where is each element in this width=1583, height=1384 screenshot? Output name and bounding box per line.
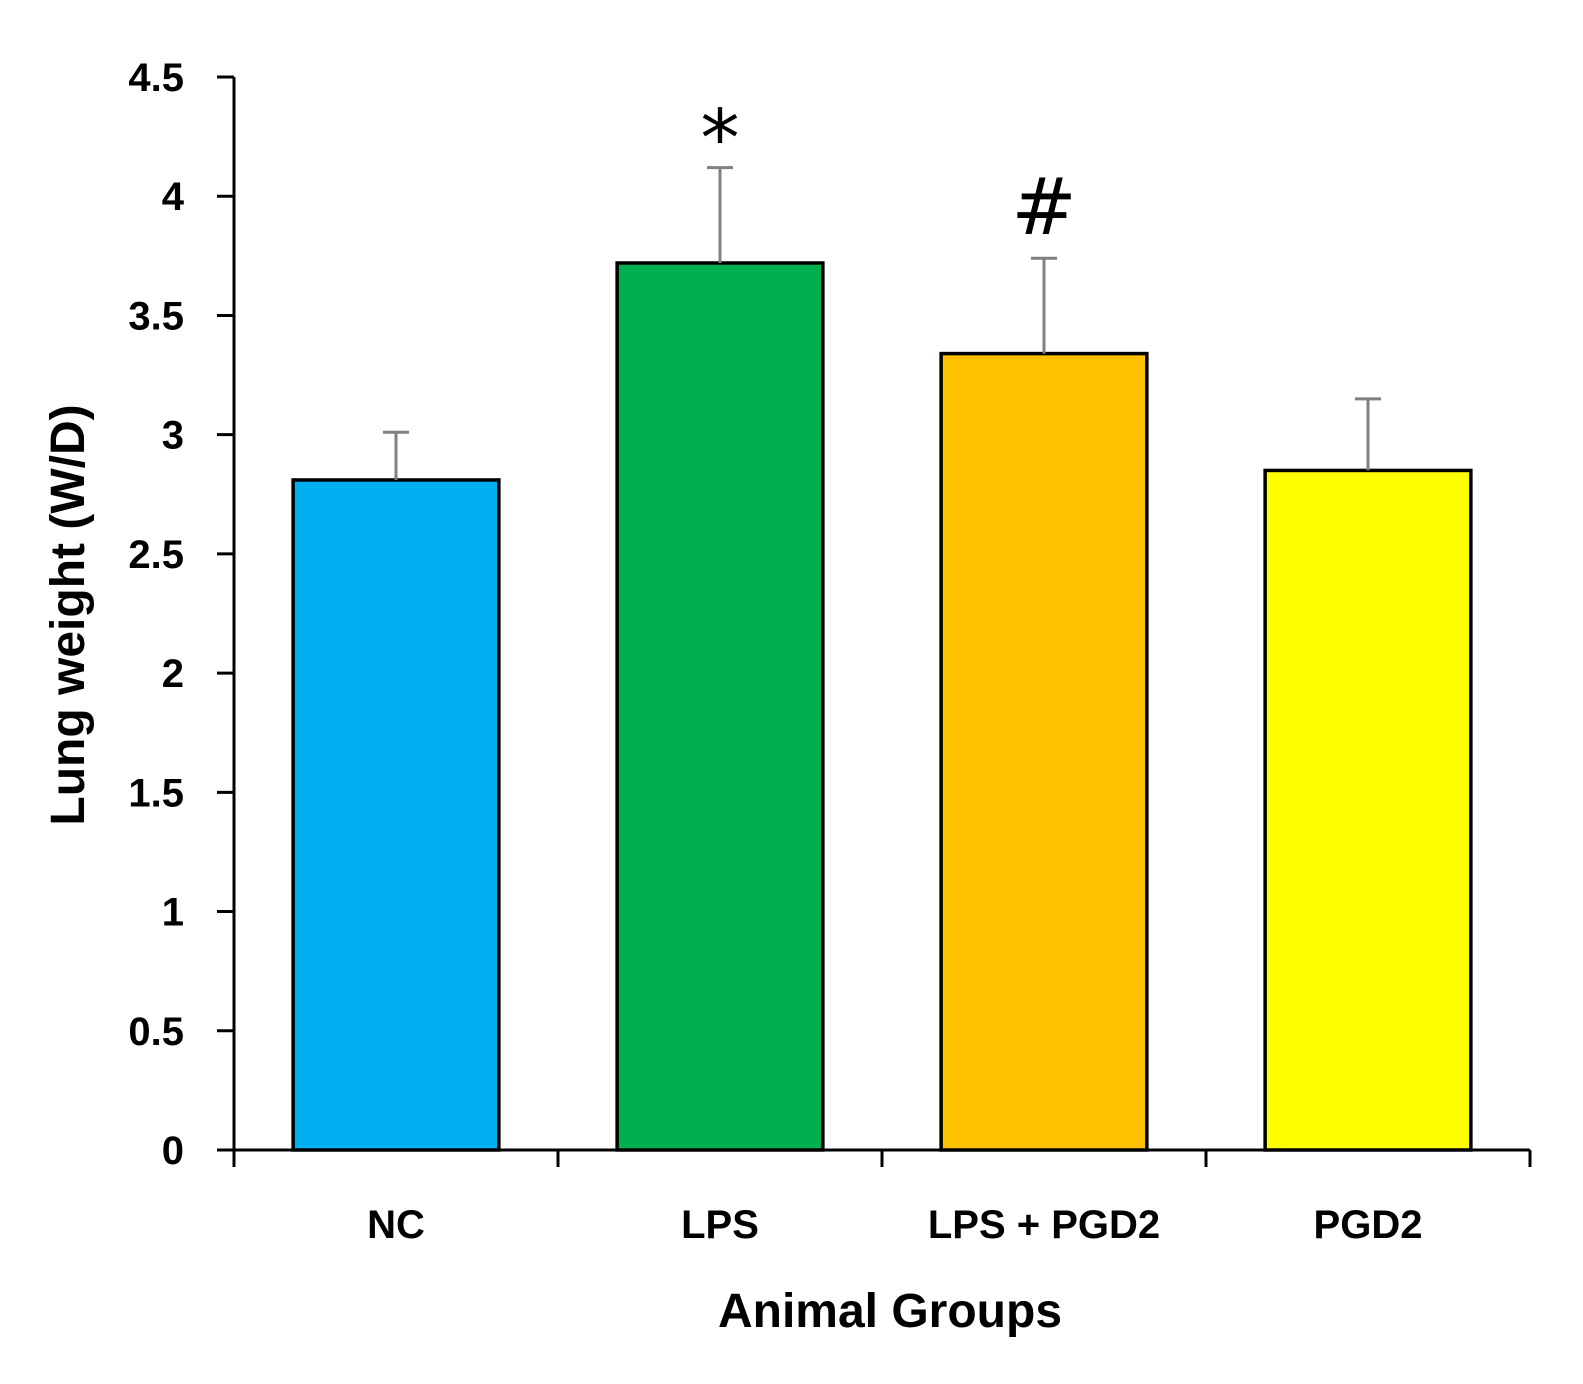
x-tick-label: LPS xyxy=(681,1203,759,1247)
significance-marker: * xyxy=(701,95,740,185)
y-tick-label: 1 xyxy=(162,891,184,935)
significance-marker: # xyxy=(1011,163,1076,253)
bar-lps-pgd2 xyxy=(939,351,1149,1152)
y-axis: 0 0.5 1 1.5 2 2.5 3 3.5 4 4.5 xyxy=(128,56,236,1173)
x-axis-title: Animal Groups xyxy=(718,1285,1062,1338)
y-tick-label: 3.5 xyxy=(128,294,184,338)
error-bars xyxy=(383,166,1381,480)
bars xyxy=(291,261,1473,1152)
significance-annotations: *# xyxy=(701,95,1077,254)
y-tick-label: 1.5 xyxy=(128,771,184,815)
y-tick-label: 2.5 xyxy=(128,533,184,577)
y-tick-label: 0.5 xyxy=(128,1010,184,1054)
y-tick-label: 4 xyxy=(162,175,185,219)
y-tick-label: 4.5 xyxy=(128,56,184,100)
bar-lps xyxy=(615,261,825,1152)
x-tick-label: NC xyxy=(367,1203,425,1247)
bar-pgd2 xyxy=(1263,468,1473,1152)
y-tick-label: 2 xyxy=(162,652,184,696)
x-tick-label: PGD2 xyxy=(1314,1203,1423,1247)
bar-nc xyxy=(291,478,501,1152)
y-axis-title: Lung weight (W/D) xyxy=(42,404,95,825)
y-tick-label: 3 xyxy=(162,414,184,458)
x-axis: NC LPS LPS + PGD2 PGD2 xyxy=(232,1148,1532,1247)
y-tick-label: 0 xyxy=(162,1129,184,1173)
x-tick-label: LPS + PGD2 xyxy=(928,1203,1160,1247)
